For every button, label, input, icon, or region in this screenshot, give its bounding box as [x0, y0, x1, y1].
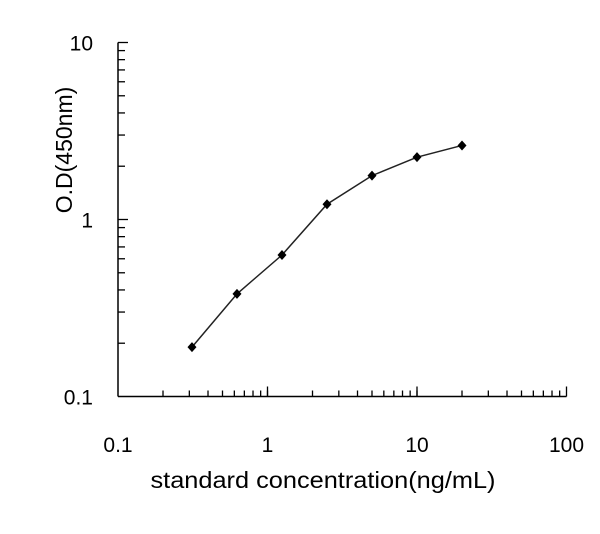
- x-tick-label: 0.1: [103, 434, 132, 457]
- x-tick-label: 10: [405, 434, 428, 457]
- x-axis-label: standard concentration(ng/mL): [151, 467, 496, 493]
- y-tick-label: 1: [81, 210, 93, 233]
- series-line: [191, 144, 463, 348]
- data-point: [457, 140, 467, 151]
- y-axis-label: O.D(450nm): [51, 87, 77, 214]
- data-point: [187, 342, 197, 353]
- x-tick-label: 100: [549, 434, 584, 457]
- data-point: [322, 199, 332, 210]
- data-point: [367, 170, 377, 181]
- data-point: [232, 288, 242, 299]
- y-tick-label: 10: [70, 33, 93, 56]
- data-point: [412, 152, 422, 163]
- data-point: [277, 250, 287, 261]
- x-tick-label: 1: [262, 434, 274, 457]
- y-tick-label: 0.1: [64, 387, 93, 410]
